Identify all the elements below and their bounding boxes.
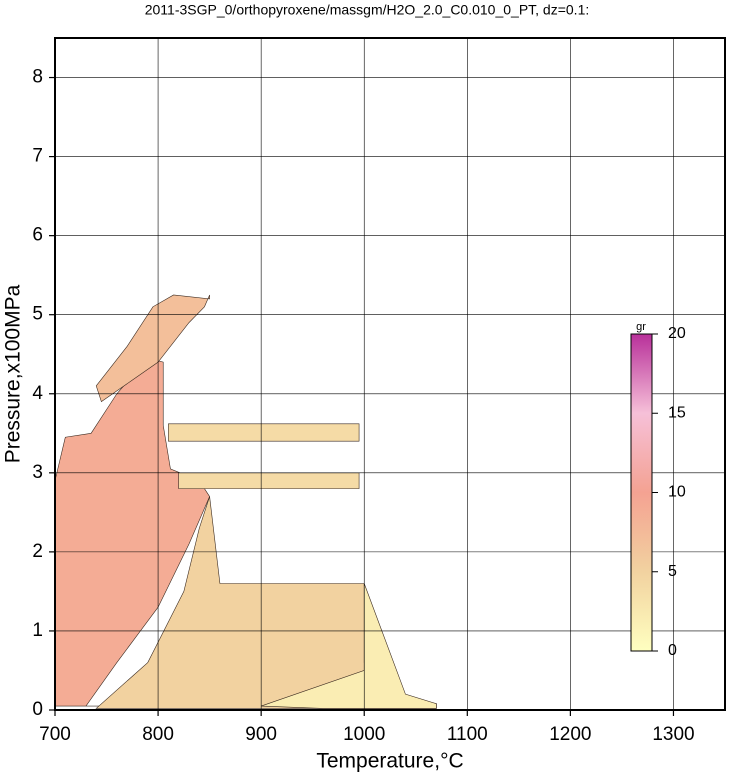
contour-region (54, 357, 210, 707)
colorbar-tick-label: 15 (668, 404, 686, 421)
x-tick-label: 700 (39, 724, 71, 745)
y-tick-label: 3 (32, 462, 43, 483)
x-tick-label: 1000 (343, 724, 385, 745)
y-tick-label: 0 (32, 699, 43, 720)
colorbar-tick-label: 0 (668, 642, 677, 659)
y-tick-label: 8 (32, 67, 43, 88)
x-tick-label: 1200 (549, 724, 591, 745)
x-tick-label: 900 (245, 724, 277, 745)
x-axis-label: Temperature,°C (316, 750, 463, 773)
colorbar-tick-label: 20 (668, 325, 686, 342)
colorbar (630, 333, 653, 652)
y-tick-label: 1 (32, 620, 43, 641)
contour-region (178, 472, 360, 489)
colorbar-label: gr (636, 321, 646, 333)
colorbar-tick-label: 10 (668, 484, 686, 501)
y-tick-label: 6 (32, 225, 43, 246)
x-tick-label: 800 (142, 724, 174, 745)
plot-frame (54, 37, 726, 711)
contour-region (95, 294, 210, 403)
x-tick-label: 1100 (447, 724, 488, 745)
plot-area (54, 294, 437, 709)
y-tick-label: 2 (32, 541, 43, 562)
x-tick-label: 1300 (652, 724, 694, 745)
y-axis-label: Pressure,x100MPa (2, 284, 25, 463)
y-tick-label: 5 (32, 304, 43, 325)
y-tick-label: 4 (32, 383, 43, 404)
chart-title: 2011-3SGP_0/orthopyroxene/massgm/H2O_2.0… (145, 2, 590, 18)
contour-region (168, 423, 360, 442)
colorbar-tick-label: 5 (668, 563, 677, 580)
y-tick-label: 7 (32, 146, 43, 167)
